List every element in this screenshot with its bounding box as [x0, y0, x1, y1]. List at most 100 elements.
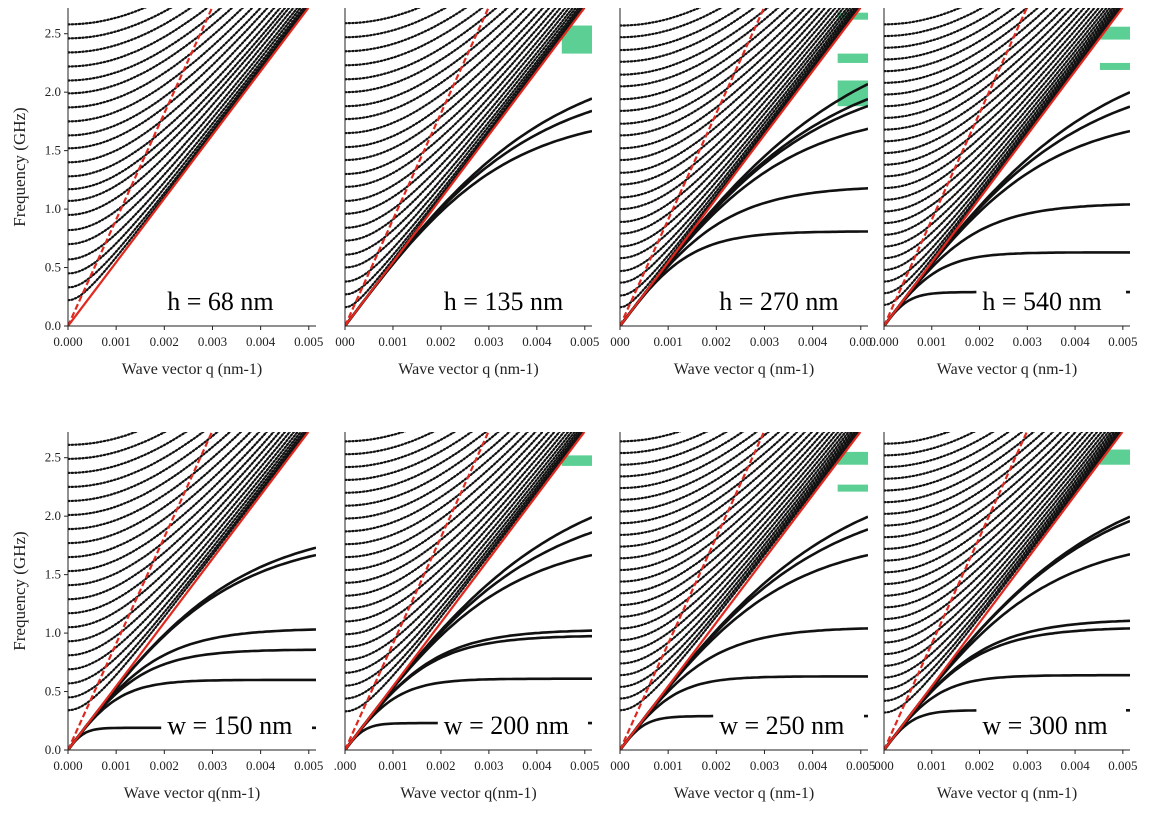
sound-line-1 — [68, 432, 213, 750]
dispersion-curve-12 — [620, 432, 820, 572]
dispersion-curve-19 — [884, 8, 1040, 84]
dispersion-curve-17 — [620, 8, 791, 101]
sound-line-0 — [68, 8, 310, 326]
dispersion-curve-17 — [345, 432, 488, 494]
dispersion-curve-21 — [345, 8, 422, 25]
dispersion-curve-2 — [68, 432, 305, 685]
dispersion-curve-0 — [345, 432, 584, 713]
dispersion-curve-5 — [620, 432, 851, 653]
dispersion-curve-7 — [620, 432, 844, 630]
dispersion-curve-18 — [884, 432, 1036, 504]
panel-annotation: h = 270 nm — [719, 287, 838, 316]
dispersion-curve-11 — [884, 8, 1096, 178]
dispersion-curve-6 — [620, 432, 847, 642]
dispersion-curve-7 — [884, 8, 1111, 225]
panel-annotation: h = 68 nm — [167, 287, 273, 316]
dispersion-curve-6 — [884, 432, 1110, 644]
dispersion-curve-2 — [884, 432, 1120, 691]
dispersion-curve-15 — [884, 8, 1074, 131]
dispersion-curve-14 — [620, 432, 807, 548]
dispersion-curve-2 — [620, 432, 857, 688]
x-tick-label: 0.005 — [1108, 334, 1137, 349]
dispersion-curve-22 — [884, 8, 1002, 49]
flat-mode-3 — [345, 629, 592, 750]
dispersion-curve-18 — [345, 432, 474, 481]
dispersion-curve-3 — [884, 8, 1121, 271]
x-tick-label: 0.004 — [1060, 334, 1090, 349]
sound-line-1 — [620, 432, 765, 750]
flat-mode-1 — [620, 675, 868, 750]
sound-line-1 — [68, 8, 213, 326]
dispersion-curve-10 — [68, 432, 269, 573]
dispersion-curve-23 — [620, 432, 682, 443]
dispersion-curve-12 — [884, 8, 1091, 166]
dispersion-curve-6 — [68, 432, 292, 629]
x-tick-label: 0.003 — [474, 334, 503, 349]
panel-annotation: w = 150 nm — [167, 711, 292, 740]
panel-annotation: w = 250 nm — [719, 711, 844, 740]
y-tick-label: 2.5 — [45, 26, 61, 41]
dispersion-curve-14 — [68, 432, 232, 517]
x-axis-label: Wave vector q (nm-1) — [674, 361, 814, 378]
x-tick-label: 0.003 — [1013, 758, 1042, 773]
dispersion-curve-8 — [620, 432, 840, 618]
sound-line-1 — [620, 8, 765, 326]
x-tick-label: 0.005 — [846, 758, 875, 773]
panel-w-250nm: 000 0.001 0.002 0.003 0.004 0.005 Wave vector … — [610, 432, 875, 802]
x-tick-label: 0.005 — [1108, 758, 1137, 773]
dispersion-curve-18 — [620, 8, 780, 88]
x-tick-label: 0.004 — [246, 758, 276, 773]
dispersion-curve-11 — [345, 8, 551, 162]
dispersion-curve-3 — [345, 8, 582, 269]
x-tick-label: 0.004 — [246, 334, 276, 349]
x-tick-label: .000 — [334, 758, 357, 773]
panel-w-150nm: 0.000 0.001 0.002 0.003 0.004 0.005 0.0 0.5 1.0 1… — [45, 432, 323, 802]
x-tick-label: 0.002 — [150, 758, 179, 773]
y-tick-label: 2.0 — [45, 84, 61, 99]
dispersion-curve-21 — [884, 432, 995, 469]
flat-mode-1 — [345, 677, 592, 750]
dispersion-curve-24 — [884, 8, 963, 26]
x-tick-label: 0.002 — [702, 334, 731, 349]
sound-line-0 — [68, 432, 310, 750]
x-tick-label: 0.004 — [1060, 758, 1090, 773]
y-tick-label: 0.5 — [45, 260, 61, 275]
plot-area — [620, 8, 868, 326]
sound-line-1 — [345, 8, 490, 326]
dispersion-curve-11 — [620, 432, 826, 583]
dispersion-curve-11 — [345, 432, 544, 572]
dispersion-curve-21 — [620, 8, 742, 52]
dispersion-curve-4 — [345, 432, 576, 662]
dispersion-curve-13 — [345, 432, 530, 546]
annotation-bg — [976, 284, 1126, 318]
dispersion-curve-9 — [68, 8, 282, 178]
x-tick-label: 0.002 — [426, 758, 455, 773]
dispersion-curve-6 — [345, 8, 575, 229]
dispersion-curve-17 — [68, 432, 188, 474]
dispersion-curve-15 — [620, 432, 799, 536]
flat-mode-0 — [620, 230, 868, 326]
dispersion-curve-7 — [884, 432, 1107, 632]
dispersion-curve-8 — [884, 432, 1103, 621]
dispersion-curve-19 — [68, 432, 139, 446]
dispersion-curve-3 — [68, 8, 305, 261]
dispersion-curve-16 — [884, 8, 1066, 119]
dispersion-curve-7 — [620, 8, 849, 223]
dispersion-curve-1 — [884, 8, 1123, 295]
dispersion-curve-9 — [620, 8, 842, 199]
x-tick-label: 0.005 — [570, 334, 599, 349]
y-axis-label: Frequency (GHz) — [10, 531, 29, 650]
dispersion-curve-21 — [620, 432, 729, 466]
dispersion-curve-7 — [345, 8, 571, 215]
dispersion-curve-10 — [345, 8, 557, 176]
sound-line-1 — [884, 432, 1028, 750]
dispersion-curve-16 — [345, 432, 500, 507]
dispersion-curve-17 — [884, 432, 1046, 515]
x-tick-label: 0.002 — [965, 758, 994, 773]
y-axis-label: Frequency (GHz) — [10, 107, 29, 226]
x-tick-label: 0.001 — [102, 334, 131, 349]
annotation-bg — [161, 708, 312, 742]
dispersion-curve-17 — [345, 8, 498, 81]
dispersion-curve-2 — [68, 8, 307, 275]
